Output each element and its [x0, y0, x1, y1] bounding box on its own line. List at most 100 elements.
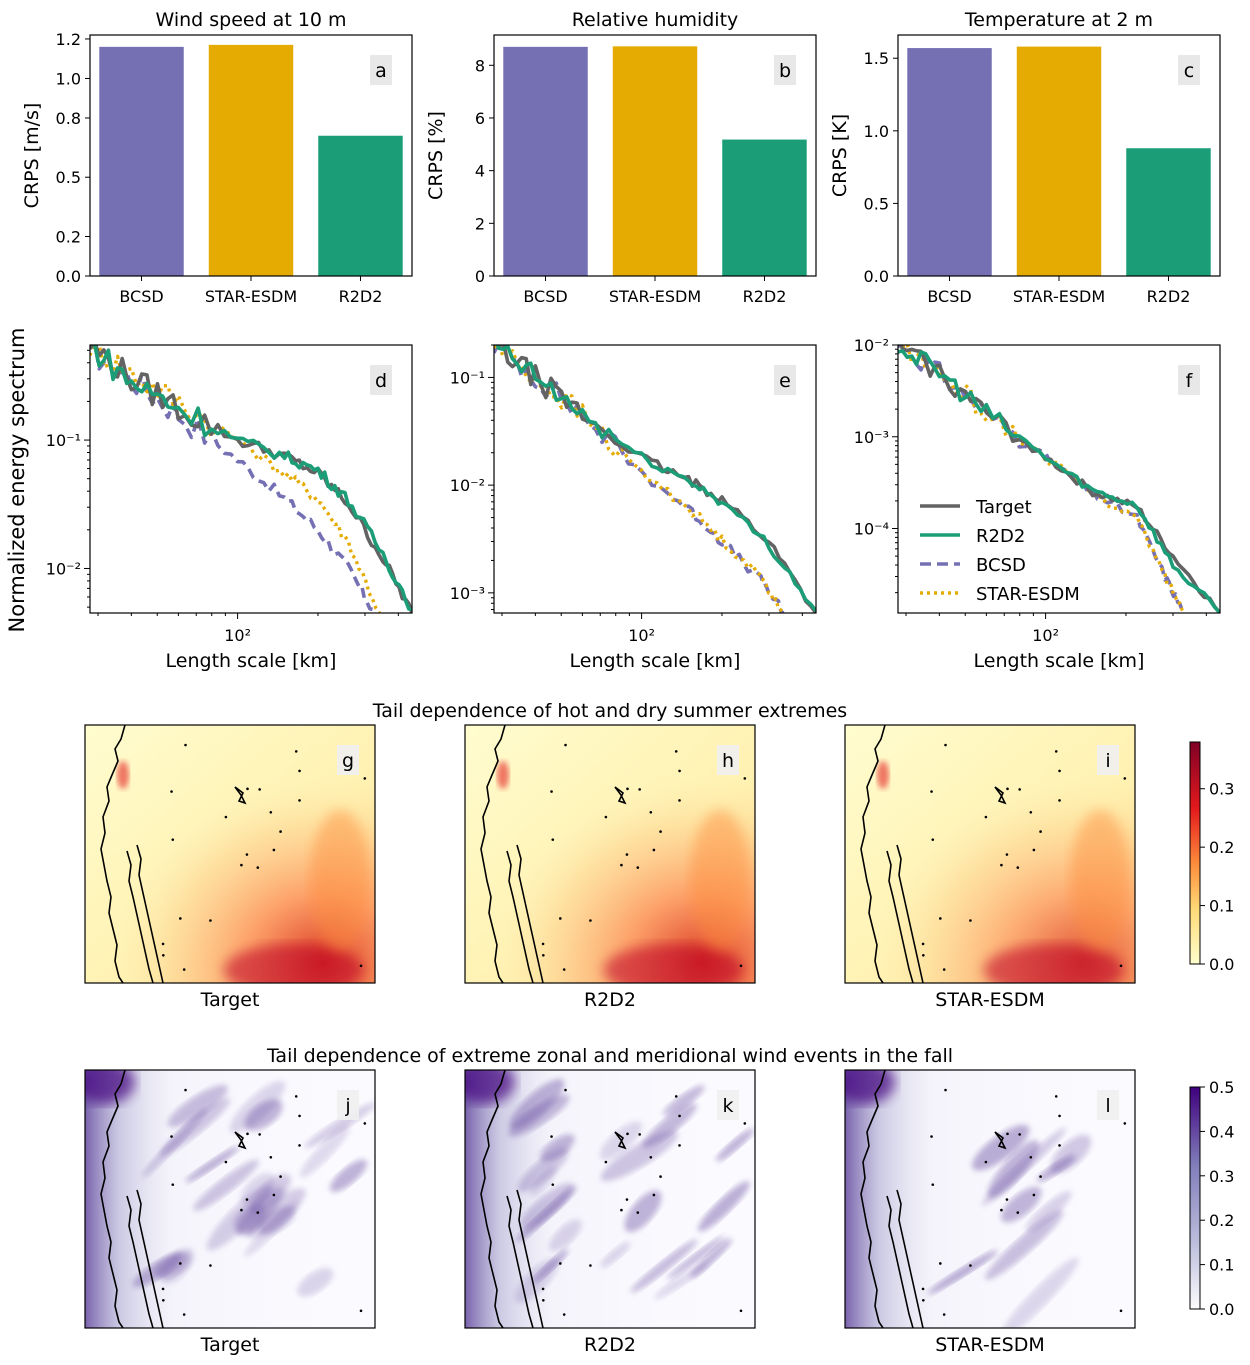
y-tick-label: 1.5: [864, 49, 889, 68]
bar-star-esdm: [1016, 46, 1102, 276]
y-tick-label: 1.0: [864, 122, 889, 141]
panel-letter: j: [344, 1095, 350, 1117]
panel-letter-box: [337, 745, 359, 775]
panel-letter-box: [1097, 1090, 1119, 1120]
colorbar-tick-label: 0.2: [1209, 1211, 1234, 1230]
bar-bcsd: [907, 48, 992, 276]
panel-letter: d: [375, 370, 387, 392]
panel-letter: h: [722, 750, 734, 772]
coastline: [480, 725, 747, 983]
panel-letter: e: [779, 370, 791, 392]
y-tick-label: 10⁻¹: [450, 368, 485, 387]
colorbar-tick-label: 0.3: [1209, 1167, 1234, 1186]
bar-star-esdm: [208, 44, 294, 277]
map-label: R2D2: [584, 1334, 636, 1356]
colorbar-tick-label: 0.1: [1209, 897, 1234, 916]
y-tick-label: 10⁻²: [450, 476, 485, 495]
map-frame: [464, 724, 756, 984]
panel-letter: l: [1105, 1095, 1110, 1117]
series-line-bcsd: [93, 345, 373, 612]
chart-title: Wind speed at 10 m: [155, 9, 346, 31]
x-tick-label: STAR-ESDM: [609, 287, 701, 306]
legend-label: Target: [975, 497, 1032, 518]
spectrum-ylabel: Normalized energy spectrum: [5, 328, 29, 633]
y-tick-label: 4: [475, 162, 485, 181]
chart-title: Relative humidity: [572, 9, 739, 31]
map-panel-l: l STAR-ESDM: [844, 1069, 1136, 1356]
colorbar-tick-label: 0.5: [1209, 1078, 1234, 1097]
panel-letter: g: [342, 750, 354, 772]
colorbar-cool: 0.0 0.1 0.2 0.3 0.4 0.5: [1189, 1078, 1234, 1319]
panel-letter-box: [717, 1090, 739, 1120]
y-tick-label: 6: [475, 109, 485, 128]
coastline: [480, 1070, 747, 1328]
panel-letter: b: [779, 60, 791, 82]
series-line-star-esdm: [898, 345, 1186, 613]
map-label: STAR-ESDM: [935, 989, 1045, 1011]
x-tick-label: BCSD: [523, 287, 567, 306]
axes-frame: [897, 34, 1221, 277]
panel-letter-box: [1178, 55, 1200, 85]
tail-dependence-maps: Tail dependence of hot and dry summer ex…: [84, 700, 1234, 1356]
colorbar-tick-label: 0.2: [1209, 838, 1234, 857]
chart-title: Temperature at 2 m: [964, 9, 1153, 31]
x-tick-label: R2D2: [1147, 287, 1191, 306]
map-panel-h: h R2D2: [464, 724, 756, 1011]
series-line-target: [90, 345, 412, 613]
panel-letter: f: [1186, 370, 1194, 392]
y-tick-label: 10⁻³: [450, 584, 485, 603]
colorbar-gradient: [1189, 741, 1201, 965]
coastline: [860, 1070, 1127, 1328]
x-tick-label: 10²: [628, 626, 655, 645]
colorbar-warm: 0.0 0.1 0.2 0.3: [1189, 741, 1234, 974]
map-label: STAR-ESDM: [935, 1334, 1045, 1356]
x-axis-label: Length scale [km]: [974, 650, 1145, 672]
spectrum-chart-d: 10⁻¹ 10⁻² 10² Length scale [km] d: [46, 344, 413, 672]
panel-letter-box: [774, 365, 796, 395]
map-frame: [84, 1069, 376, 1329]
series-line-r2d2: [495, 345, 816, 613]
panel-letter: c: [1184, 60, 1194, 82]
map-label: Target: [200, 1334, 260, 1356]
panel-letter-box: [717, 745, 739, 775]
bar-bcsd: [503, 46, 588, 276]
x-tick-label: R2D2: [743, 287, 787, 306]
colorbar-tick-label: 0.0: [1209, 1300, 1234, 1319]
coastline: [860, 725, 1127, 983]
bar-bcsd: [99, 46, 184, 276]
panel-letter: a: [375, 60, 387, 82]
spectrum-chart-f: 10⁻² 10⁻³ 10⁻⁴ 10² Length scale [km] f Target R…: [854, 336, 1221, 672]
colorbar-tick-label: 0.4: [1209, 1122, 1234, 1141]
legend-label: STAR-ESDM: [976, 584, 1080, 605]
y-tick-label: 10⁻³: [854, 428, 889, 447]
series-line-r2d2: [91, 345, 412, 612]
x-tick-label: R2D2: [339, 287, 383, 306]
map-frame: [84, 724, 376, 984]
x-tick-label: STAR-ESDM: [1013, 287, 1105, 306]
y-tick-label: 10⁻²: [854, 336, 889, 355]
legend-label: BCSD: [976, 555, 1026, 576]
axes-frame: [897, 344, 1221, 614]
series-line-star-esdm: [494, 345, 785, 613]
y-axis-label: CRPS [K]: [829, 114, 851, 197]
y-tick-label: 0.0: [864, 267, 889, 286]
bar-chart-c: BCSD STAR-ESDM R2D2 0.0 0.5 1.0 1.5 Temperature…: [829, 9, 1221, 306]
y-tick-label: 0.2: [56, 227, 81, 246]
x-tick-label: STAR-ESDM: [205, 287, 297, 306]
x-tick-label: 10²: [1032, 626, 1059, 645]
map-panel-g: g Target: [84, 724, 376, 1011]
panel-letter-box: [337, 1090, 359, 1120]
panel-letter-box: [1097, 745, 1119, 775]
colorbar-tick-label: 0.1: [1209, 1256, 1234, 1275]
map-frame: [464, 1069, 756, 1329]
x-tick-label: BCSD: [927, 287, 971, 306]
panel-letter: i: [1105, 750, 1110, 772]
y-tick-label: 0.5: [864, 194, 889, 213]
map-row-title: Tail dependence of extreme zonal and mer…: [266, 1045, 953, 1067]
series-line-bcsd: [898, 345, 1186, 613]
map-panel-i: i STAR-ESDM: [844, 724, 1136, 1011]
y-tick-label: 2: [475, 214, 485, 233]
spectrum-chart-e: 10⁻¹ 10⁻² 10⁻³ 10² Length scale [km] e: [450, 344, 817, 672]
y-tick-label: 0: [475, 267, 485, 286]
